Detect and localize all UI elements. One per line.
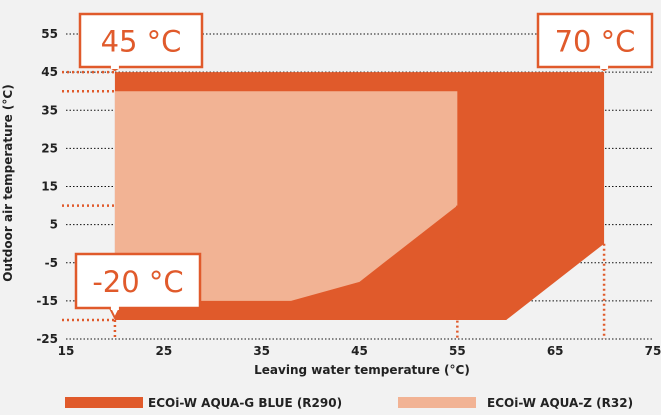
callout-3: -20 °C (74, 252, 202, 321)
x-tick-label: 25 (155, 344, 172, 358)
y-tick-label: -25 (36, 332, 58, 346)
y-tick-label: 45 (41, 65, 58, 79)
series-area-2 (114, 91, 458, 301)
x-tick-label: 35 (253, 344, 270, 358)
callout-1: 45 °C (78, 12, 204, 72)
y-tick-label: 35 (41, 103, 58, 117)
callout-label: 45 °C (101, 25, 182, 59)
y-tick-label: -5 (45, 256, 58, 270)
x-tick-label: 75 (645, 344, 661, 358)
callout-pointer-mask (110, 306, 119, 310)
x-axis-label: Leaving water temperature (°C) (254, 363, 470, 377)
y-tick-labels: 55 45 35 25 15 5 -5 -15 -25 (36, 27, 58, 346)
x-tick-label: 65 (547, 344, 564, 358)
x-tick-label: 15 (58, 344, 75, 358)
legend-label: ECOi-W AQUA-G BLUE (R290) (148, 396, 342, 410)
y-axis-label: Outdoor air temperature (°C) (1, 84, 15, 281)
callout-pointer-mask (600, 65, 609, 69)
callouts: 45 °C 70 °C -20 °C (74, 12, 654, 321)
y-tick-label: 15 (41, 180, 58, 194)
callout-box (536, 12, 654, 69)
x-tick-label: 55 (449, 344, 466, 358)
guide-lines (62, 70, 606, 339)
series-areas (114, 72, 605, 320)
legend-swatch (65, 397, 143, 408)
callout-label: 70 °C (555, 25, 636, 59)
y-tick-label: 5 (50, 218, 58, 232)
x-tick-label: 45 (351, 344, 368, 358)
callout-label: -20 °C (92, 265, 183, 299)
y-tick-label: 25 (41, 141, 58, 155)
y-tick-label: -15 (36, 294, 58, 308)
legend-label: ECOi-W AQUA-Z (R32) (487, 396, 633, 410)
callout-pointer-mask (110, 65, 119, 69)
x-tick-labels: 15 25 35 45 55 65 75 (58, 344, 661, 358)
callout-box (74, 252, 202, 310)
legend: ECOi-W AQUA-G BLUE (R290) ECOi-W AQUA-Z (… (65, 396, 633, 410)
callout-2: 70 °C (536, 12, 654, 72)
y-tick-label: 55 (41, 27, 58, 41)
callout-box (78, 12, 204, 69)
legend-swatch (398, 397, 476, 408)
